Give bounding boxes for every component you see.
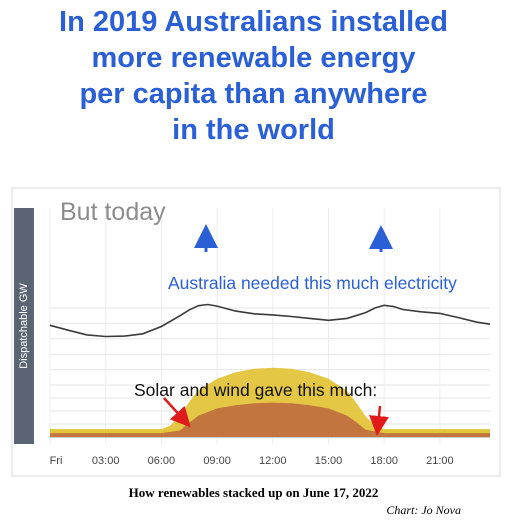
x-tick-label: 06:00 [148,455,176,467]
headline-line-2: more renewable energy [91,42,416,74]
x-tick-label: 18:00 [370,455,398,467]
headline-line-1: In 2019 Australians installed [59,6,448,38]
supply-start-arrow [163,397,191,428]
x-tick-labels: Fri 03:00 06:00 09:00 12:00 15:00 18:00 21:00 [50,455,454,467]
y-tick-label: 20 [34,334,46,346]
x-tick-label: 09:00 [203,455,231,467]
y-tick-label: 0 [40,432,46,444]
chart-title: But today [60,198,166,226]
solar-area [50,367,490,437]
y-axis-label: Dispatchable GW [18,283,30,369]
demand-annotation: Australia needed this much electricity [168,273,457,293]
headline-line-4: in the world [172,114,335,146]
y-tick-label: 28 [34,303,46,315]
y-tick-label: 12 [34,365,46,377]
demand-line [49,303,491,338]
y-tick-label: 16 [34,349,46,361]
headline-line-3: per capita than anywhere [79,78,428,110]
y-tick-label: 6 [40,393,46,405]
demand-series [49,303,491,338]
y-tick-label: 8 [40,380,46,392]
x-tick-label: 15:00 [315,455,343,467]
chart-caption: How renewables stacked up on June 17, 20… [128,485,379,500]
x-tick-label: Fri [50,455,63,467]
y-axis-band [14,208,34,444]
chart-credit: Chart: Jo Nova [386,503,461,517]
wind-area [50,402,490,437]
y-tick-label: 24 [34,318,46,330]
supply-areas [50,367,490,437]
supply-annotation: Solar and wind gave this much: [134,380,377,400]
x-tick-label: 21:00 [426,455,454,467]
headline: In 2019 Australians installed more renew… [0,4,507,148]
y-tick-label: 4 [40,406,46,418]
supply-end-arrow [369,405,389,436]
y-tick-label: 2 [40,419,46,431]
x-tick-label: 03:00 [92,455,120,467]
x-tick-label: 12:00 [259,455,287,467]
